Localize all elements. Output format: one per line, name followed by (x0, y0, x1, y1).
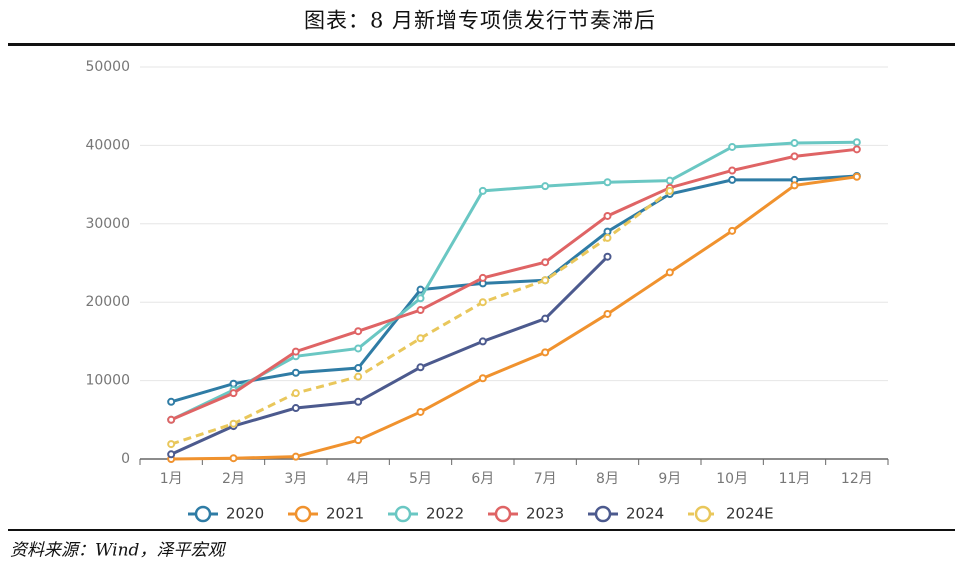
x-tick-label: 10月 (716, 471, 748, 487)
point (541, 276, 550, 285)
point (665, 186, 674, 195)
point (354, 344, 363, 353)
point (541, 182, 550, 191)
point (291, 368, 300, 377)
series-line (171, 175, 858, 461)
point (603, 309, 612, 318)
point (167, 450, 176, 459)
point (790, 139, 799, 148)
series-line (170, 255, 609, 456)
series-line (170, 174, 857, 404)
chart-title: 图表：8 月新增专项债发行节奏滞后 (304, 9, 656, 33)
legend-marker (594, 505, 612, 523)
legend-marker (194, 505, 212, 523)
series-line (170, 140, 857, 422)
legend-label: 2021 (326, 505, 364, 523)
legend-label: 2024 (626, 505, 664, 523)
point (167, 397, 176, 406)
point (291, 452, 300, 461)
point (229, 419, 238, 428)
bottom-rule (8, 529, 955, 531)
point (416, 407, 425, 416)
x-tick-label: 3月 (284, 471, 307, 487)
point (603, 211, 612, 220)
x-tick-label: 4月 (347, 471, 370, 487)
legend-label: 2022 (426, 505, 464, 523)
legend-marker (694, 505, 712, 523)
legend-label: 2023 (526, 505, 564, 523)
x-tick-label: 12月 (841, 471, 873, 487)
legend-marker (294, 505, 312, 523)
x-tick-label: 6月 (471, 471, 494, 487)
point (603, 227, 612, 236)
x-tick-label: 11月 (779, 471, 811, 487)
y-tick-label: 30000 (85, 216, 130, 232)
point (229, 454, 238, 463)
point (291, 347, 300, 356)
x-tick-label: 2月 (222, 471, 245, 487)
point (790, 152, 799, 161)
source: 资料来源：Wind，泽平宏观 (10, 541, 226, 561)
point (478, 273, 487, 282)
point (291, 389, 300, 398)
y-tick-label: 0 (121, 451, 130, 467)
point (354, 372, 363, 381)
legend-label: 2020 (226, 505, 264, 523)
x-tick-label: 5月 (409, 471, 432, 487)
point (603, 252, 612, 261)
point (478, 186, 487, 195)
point (541, 258, 550, 267)
point (728, 142, 737, 151)
point (416, 294, 425, 303)
point (416, 285, 425, 294)
point (416, 363, 425, 372)
point (728, 226, 737, 235)
y-tick-label: 10000 (85, 373, 130, 389)
y-tick-label: 40000 (85, 137, 130, 153)
point (478, 337, 487, 346)
point (229, 379, 238, 388)
legend-marker (394, 505, 412, 523)
point (478, 298, 487, 307)
point (603, 233, 612, 242)
point (541, 314, 550, 323)
point (167, 440, 176, 449)
y-tick-label: 50000 (85, 59, 130, 75)
point (852, 172, 861, 181)
point (541, 348, 550, 357)
point (665, 176, 674, 185)
point (728, 175, 737, 184)
y-tick-label: 20000 (85, 294, 130, 310)
point (229, 389, 238, 398)
point (416, 334, 425, 343)
point (478, 374, 487, 383)
series-line (170, 189, 671, 446)
point (852, 138, 861, 147)
point (291, 404, 300, 413)
point (354, 436, 363, 445)
point (354, 364, 363, 373)
point (354, 397, 363, 406)
point (603, 178, 612, 187)
point (728, 166, 737, 175)
point (665, 268, 674, 277)
legend-marker (494, 505, 512, 523)
top-rule (8, 43, 955, 46)
series-line (170, 147, 858, 422)
point (416, 306, 425, 315)
legend-label: 2024E (726, 505, 774, 523)
point (852, 145, 861, 154)
x-tick-label: 1月 (160, 471, 183, 487)
x-tick-label: 7月 (534, 471, 557, 487)
point (167, 415, 176, 424)
point (354, 327, 363, 336)
x-tick-label: 8月 (596, 471, 619, 487)
point (790, 181, 799, 190)
x-tick-label: 9月 (658, 471, 681, 487)
